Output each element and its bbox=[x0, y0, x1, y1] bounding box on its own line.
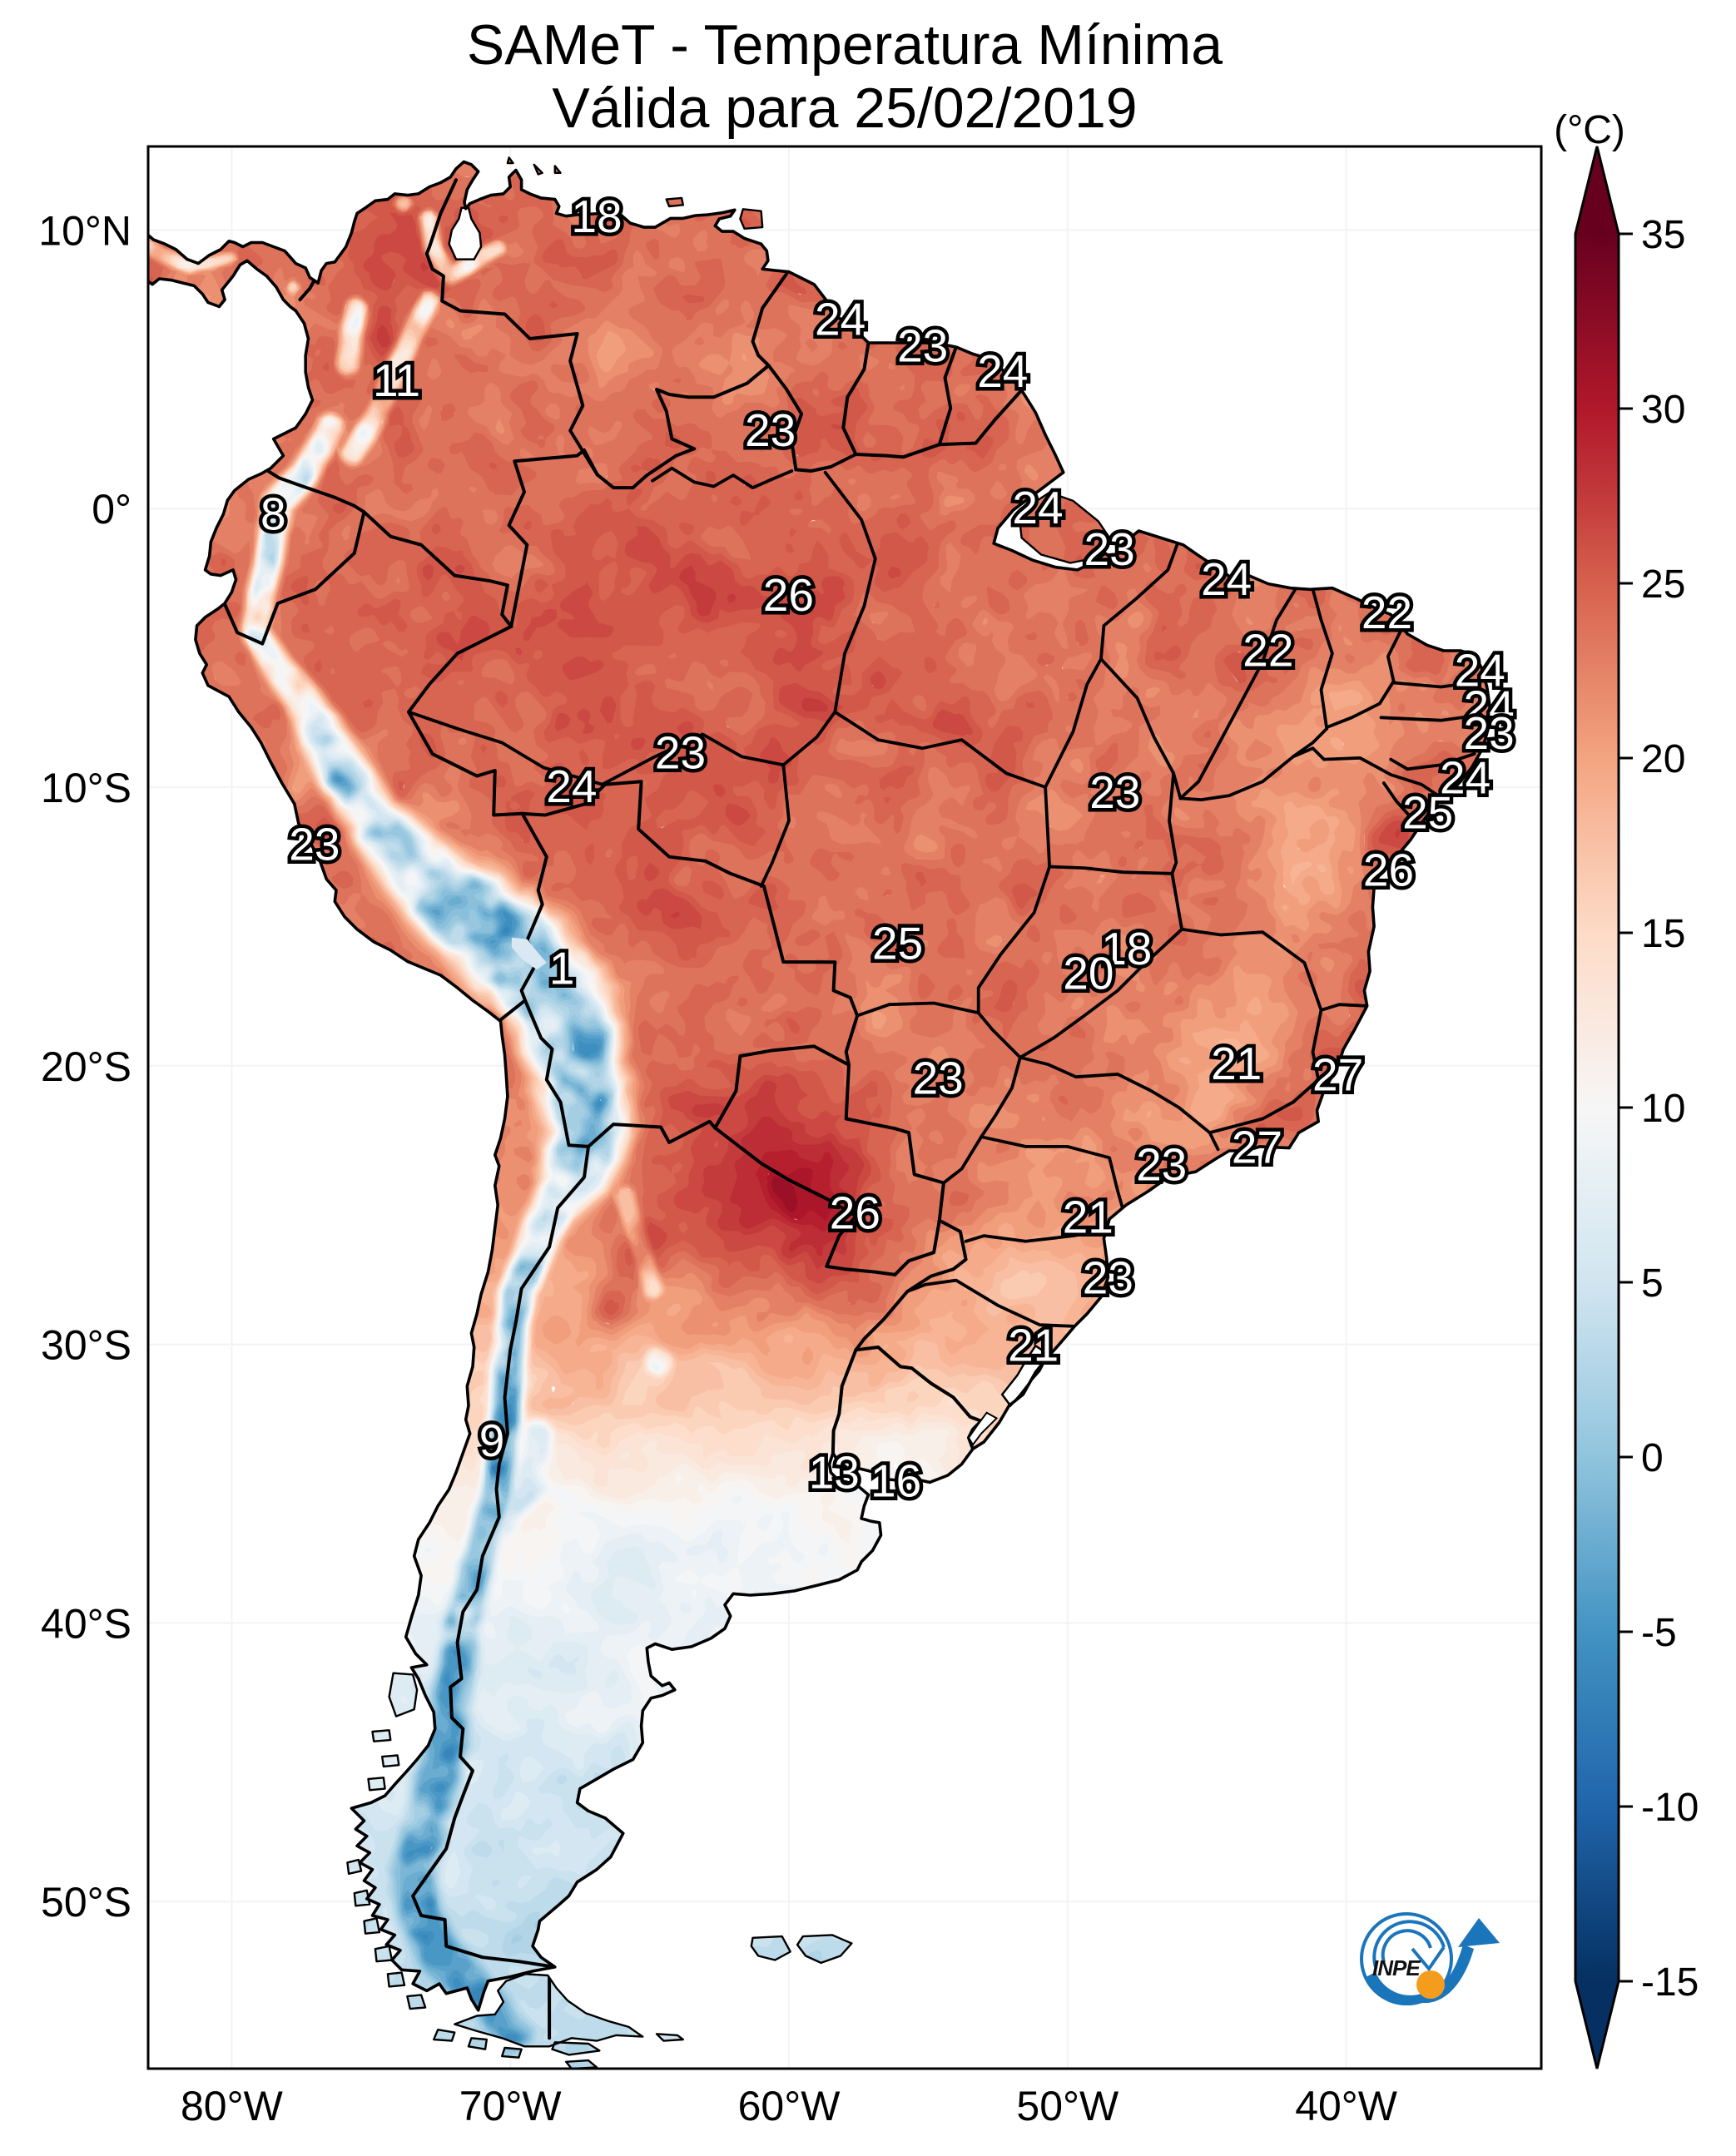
svg-text:20: 20 bbox=[1641, 737, 1685, 781]
svg-text:10°N: 10°N bbox=[38, 207, 131, 254]
svg-text:20°S: 20°S bbox=[41, 1043, 131, 1090]
svg-text:27: 27 bbox=[1232, 1121, 1282, 1172]
svg-text:5: 5 bbox=[1641, 1261, 1664, 1306]
svg-text:24: 24 bbox=[977, 345, 1028, 397]
svg-text:23: 23 bbox=[913, 1053, 964, 1104]
svg-text:24: 24 bbox=[1455, 644, 1505, 696]
svg-text:25: 25 bbox=[872, 918, 923, 969]
svg-text:30: 30 bbox=[1641, 388, 1685, 432]
svg-text:23: 23 bbox=[745, 404, 796, 456]
svg-text:Válida para 25/02/2019: Válida para 25/02/2019 bbox=[552, 77, 1137, 140]
svg-text:30°S: 30°S bbox=[41, 1322, 131, 1369]
svg-text:23: 23 bbox=[1083, 1251, 1133, 1303]
svg-text:22: 22 bbox=[1362, 587, 1412, 638]
svg-text:22: 22 bbox=[1242, 625, 1293, 677]
svg-text:SAMeT - Temperatura Mínima: SAMeT - Temperatura Mínima bbox=[467, 13, 1223, 77]
svg-text:23: 23 bbox=[1136, 1139, 1187, 1191]
svg-text:25: 25 bbox=[1402, 787, 1453, 839]
svg-text:24: 24 bbox=[815, 294, 866, 345]
svg-text:18: 18 bbox=[571, 191, 622, 242]
svg-text:24: 24 bbox=[1440, 752, 1490, 804]
svg-text:0: 0 bbox=[1641, 1436, 1664, 1480]
svg-text:23: 23 bbox=[655, 727, 706, 779]
svg-text:23: 23 bbox=[897, 320, 948, 371]
svg-text:70°W: 70°W bbox=[459, 2083, 563, 2129]
svg-text:23: 23 bbox=[289, 818, 340, 870]
svg-text:50°S: 50°S bbox=[41, 1879, 131, 1926]
svg-text:(°C): (°C) bbox=[1554, 108, 1625, 152]
svg-text:26: 26 bbox=[763, 569, 814, 621]
svg-text:25: 25 bbox=[1641, 563, 1685, 607]
svg-text:27: 27 bbox=[1312, 1049, 1363, 1101]
svg-text:13: 13 bbox=[809, 1447, 860, 1499]
svg-text:23: 23 bbox=[1464, 707, 1515, 759]
svg-text:80°W: 80°W bbox=[181, 2083, 284, 2129]
svg-text:35: 35 bbox=[1641, 213, 1685, 257]
svg-text:24: 24 bbox=[546, 761, 597, 812]
svg-text:50°W: 50°W bbox=[1016, 2083, 1119, 2129]
svg-text:24: 24 bbox=[1012, 482, 1063, 533]
svg-text:11: 11 bbox=[373, 354, 420, 406]
svg-text:26: 26 bbox=[1363, 845, 1414, 896]
svg-text:24: 24 bbox=[1201, 553, 1252, 605]
svg-text:10°S: 10°S bbox=[41, 765, 131, 811]
svg-text:-10: -10 bbox=[1641, 1786, 1699, 1830]
svg-text:9: 9 bbox=[479, 1415, 505, 1466]
svg-text:8: 8 bbox=[260, 488, 286, 540]
svg-text:0°: 0° bbox=[92, 486, 131, 533]
svg-text:23: 23 bbox=[1089, 766, 1140, 818]
svg-text:20: 20 bbox=[1063, 948, 1114, 999]
svg-text:10: 10 bbox=[1641, 1087, 1685, 1131]
svg-text:16: 16 bbox=[870, 1455, 921, 1507]
svg-text:40°W: 40°W bbox=[1295, 2083, 1398, 2129]
svg-text:-5: -5 bbox=[1641, 1611, 1677, 1655]
svg-text:21: 21 bbox=[1008, 1320, 1059, 1371]
svg-text:INPE: INPE bbox=[1372, 1955, 1421, 1980]
svg-text:40°S: 40°S bbox=[41, 1600, 131, 1647]
svg-text:-15: -15 bbox=[1641, 1960, 1699, 2005]
svg-text:21: 21 bbox=[1211, 1038, 1262, 1089]
svg-text:23: 23 bbox=[1084, 523, 1135, 575]
svg-text:60°W: 60°W bbox=[738, 2083, 841, 2129]
svg-text:15: 15 bbox=[1641, 912, 1685, 956]
svg-text:1: 1 bbox=[549, 943, 575, 994]
svg-text:21: 21 bbox=[1063, 1192, 1114, 1243]
svg-text:24: 24 bbox=[1464, 681, 1515, 733]
svg-text:18: 18 bbox=[1101, 923, 1152, 974]
svg-text:26: 26 bbox=[830, 1187, 880, 1239]
